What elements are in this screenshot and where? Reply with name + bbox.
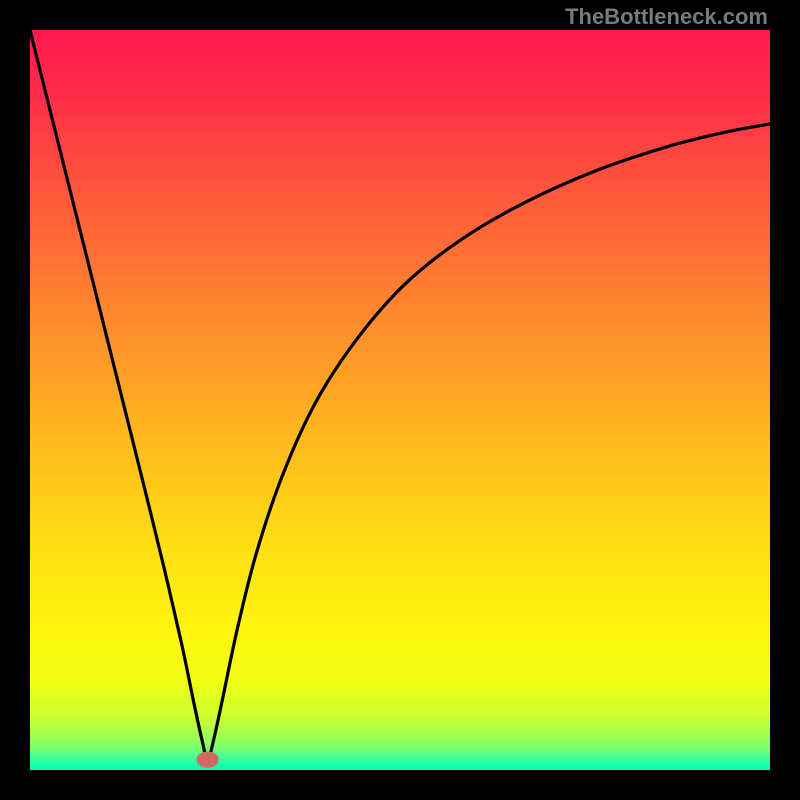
bottleneck-curve xyxy=(30,30,770,760)
vertex-marker xyxy=(197,752,219,768)
chart-frame: TheBottleneck.com xyxy=(0,0,800,800)
curve-layer xyxy=(30,30,770,770)
border-left xyxy=(0,0,30,800)
plot-area xyxy=(30,30,770,770)
border-right xyxy=(770,0,800,800)
border-bottom xyxy=(0,770,800,800)
watermark-text: TheBottleneck.com xyxy=(565,4,768,30)
